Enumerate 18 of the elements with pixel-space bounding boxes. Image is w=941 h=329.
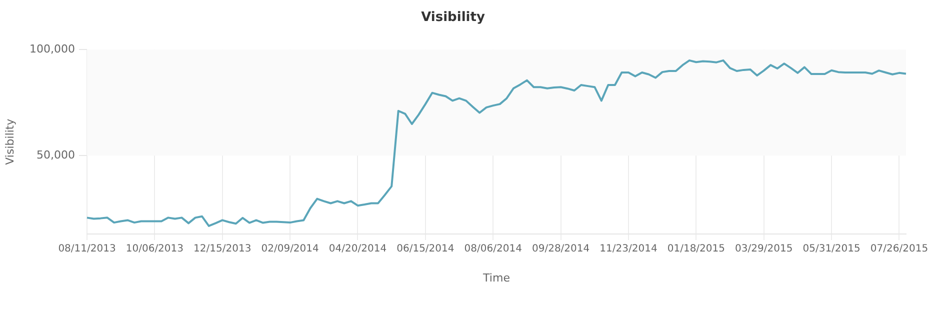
x-tick-label: 11/23/2014 [600, 244, 658, 255]
y-axis-title: Visibility [3, 118, 16, 165]
x-tick-label: 02/09/2014 [261, 244, 319, 255]
x-tick-label: 08/11/2013 [58, 244, 116, 255]
x-tick-label: 04/20/2014 [328, 244, 387, 255]
x-tick-label: 08/06/2014 [464, 244, 522, 255]
x-tick-label: 10/06/2013 [126, 244, 184, 255]
y-tick-label: 100,000 [30, 42, 75, 56]
x-tick-label: 05/31/2015 [802, 244, 860, 255]
x-tick-label: 06/15/2014 [396, 244, 454, 255]
x-tick-label: 03/29/2015 [735, 244, 793, 255]
x-tick-label: 01/18/2015 [667, 244, 725, 255]
y-tick-label: 50,000 [36, 148, 75, 162]
x-tick-label: 07/26/2015 [870, 244, 928, 255]
chart-title: Visibility [421, 10, 486, 26]
x-axis-title: Time [482, 271, 510, 284]
x-tick-label: 12/15/2013 [194, 244, 252, 255]
x-tick-label: 09/28/2014 [532, 244, 590, 255]
